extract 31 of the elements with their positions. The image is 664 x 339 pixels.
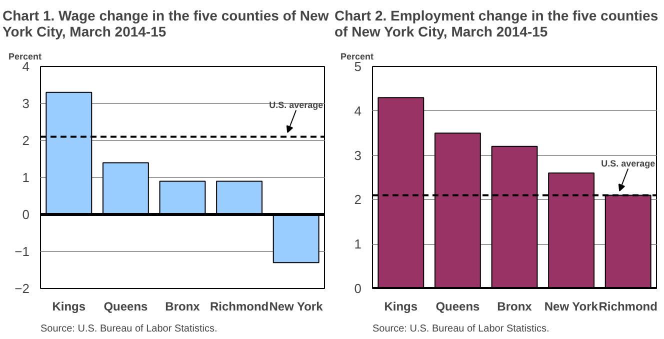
y-axis-title: Percent bbox=[8, 52, 42, 62]
x-tick-label: Queens bbox=[104, 300, 148, 314]
ref-line-label: U.S. average bbox=[269, 100, 324, 110]
y-tick-label: 5 bbox=[354, 59, 362, 74]
y-tick-label: −2 bbox=[14, 281, 30, 296]
source-note: Source: U.S. Bureau of Labor Statistics. bbox=[40, 324, 218, 334]
y-tick-label: 1 bbox=[354, 236, 362, 252]
y-tick-label: 2 bbox=[22, 133, 30, 148]
x-tick-label: Bronx bbox=[165, 300, 200, 314]
chart-title: Chart 1. Wage change in the five counties of New York City, March 2014-15 bbox=[2, 8, 329, 40]
y-tick-label: 2 bbox=[354, 192, 362, 208]
y-tick-label: 3 bbox=[354, 148, 362, 163]
source-note: Source: U.S. Bureau of Labor Statistics. bbox=[372, 324, 550, 334]
x-tick-label: Kings bbox=[384, 300, 418, 314]
x-tick-label: Kings bbox=[52, 300, 86, 314]
x-tick-label: New York bbox=[544, 300, 598, 314]
y-tick-label: 4 bbox=[354, 103, 362, 118]
y-tick-label: 0 bbox=[22, 207, 30, 222]
x-tick-label: Richmond bbox=[598, 300, 658, 314]
x-tick-label: New York bbox=[269, 300, 324, 314]
x-tick-label: Richmond bbox=[210, 300, 269, 314]
chart-title: Chart 2. Employment change in the five counties of New York City, March 2014-15 bbox=[334, 8, 658, 40]
y-tick-label: 3 bbox=[22, 96, 30, 111]
ref-line-label: U.S. average bbox=[601, 158, 656, 169]
x-tick-label: Queens bbox=[436, 300, 480, 314]
y-tick-label: −1 bbox=[14, 244, 30, 259]
y-tick-label: 0 bbox=[354, 281, 362, 296]
x-tick-label: Bronx bbox=[497, 300, 532, 314]
y-tick-label: 1 bbox=[22, 170, 30, 185]
y-tick-label: 4 bbox=[22, 59, 30, 74]
y-axis-title: Percent bbox=[340, 52, 374, 62]
